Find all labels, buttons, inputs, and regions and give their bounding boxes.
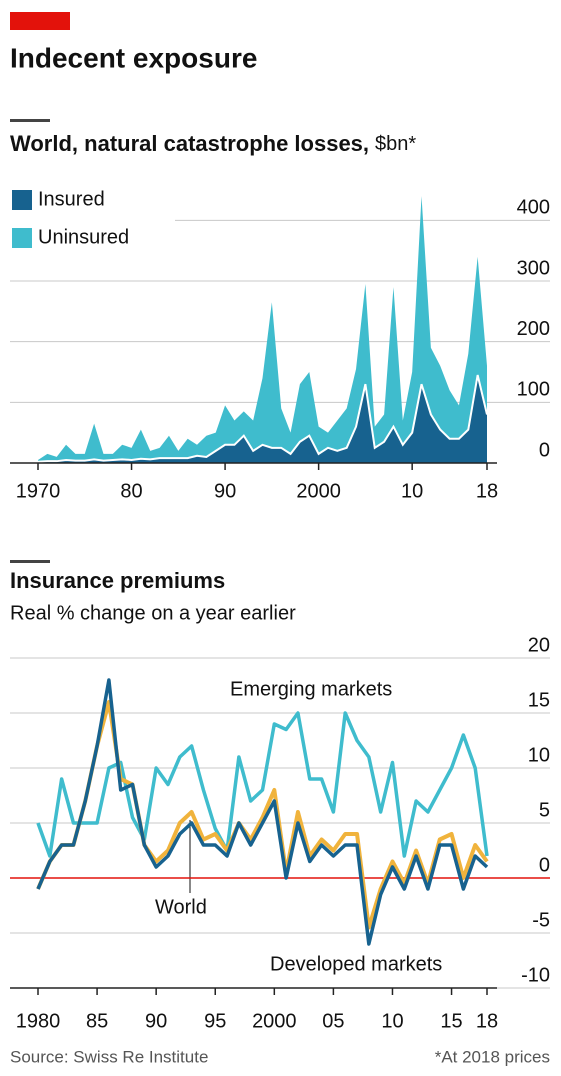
mark-layer xyxy=(10,196,550,946)
area xyxy=(38,196,487,462)
page-title: Indecent exposure xyxy=(10,42,257,73)
source: Source: Swiss Re Institute xyxy=(10,1047,208,1066)
chart-title-text: World, natural catastrophe losses, xyxy=(10,131,369,156)
x-tick-label: 18 xyxy=(476,1010,498,1032)
x-tick-label: 18 xyxy=(476,480,498,502)
y-tick-label: -5 xyxy=(532,909,550,931)
chart-title: World, natural catastrophe losses, $bn* xyxy=(10,131,416,156)
chart-unit: $bn* xyxy=(375,133,416,155)
legend-label: Insured xyxy=(38,188,105,210)
legend-swatch xyxy=(12,228,32,248)
x-tick-label: 80 xyxy=(120,480,142,502)
x-tick-label: 10 xyxy=(401,480,423,502)
chart-subtitle: Real % change on a year earlier xyxy=(10,602,296,624)
y-tick-label: 20 xyxy=(528,634,550,656)
y-tick-label: 400 xyxy=(517,197,550,219)
series-label: Emerging markets xyxy=(230,678,392,700)
chart-title: Insurance premiums xyxy=(10,568,225,593)
section-bar xyxy=(10,119,50,122)
x-tick-label: 05 xyxy=(322,1010,344,1032)
x-tick-label: 1970 xyxy=(16,480,61,502)
x-tick-label: 10 xyxy=(381,1010,403,1032)
y-tick-label: 0 xyxy=(539,439,550,461)
x-tick-label: 2000 xyxy=(296,480,341,502)
y-tick-label: 100 xyxy=(517,379,550,401)
line xyxy=(36,711,489,858)
footnote: *At 2018 prices xyxy=(435,1047,550,1066)
area-edge xyxy=(37,374,488,463)
brand-bar xyxy=(10,12,70,30)
y-tick-label: 200 xyxy=(517,318,550,340)
x-tick-label: 90 xyxy=(214,480,236,502)
y-tick-label: 0 xyxy=(539,854,550,876)
y-tick-label: -10 xyxy=(521,964,550,986)
y-tick-label: 300 xyxy=(517,257,550,279)
series-label: World xyxy=(155,896,207,918)
y-tick-label: 10 xyxy=(528,744,550,766)
line xyxy=(36,678,489,946)
section-bar xyxy=(10,560,50,563)
series-label: Developed markets xyxy=(270,953,442,975)
line xyxy=(36,700,489,930)
y-tick-label: 15 xyxy=(528,689,550,711)
y-tick-label: 5 xyxy=(539,799,550,821)
x-tick-label: 15 xyxy=(440,1010,462,1032)
x-tick-label: 1980 xyxy=(16,1010,61,1032)
legend-label: Uninsured xyxy=(38,226,129,248)
x-tick-label: 95 xyxy=(204,1010,226,1032)
legend-swatch xyxy=(12,190,32,210)
x-tick-label: 2000 xyxy=(252,1010,297,1032)
x-tick-label: 85 xyxy=(86,1010,108,1032)
x-tick-label: 90 xyxy=(145,1010,167,1032)
